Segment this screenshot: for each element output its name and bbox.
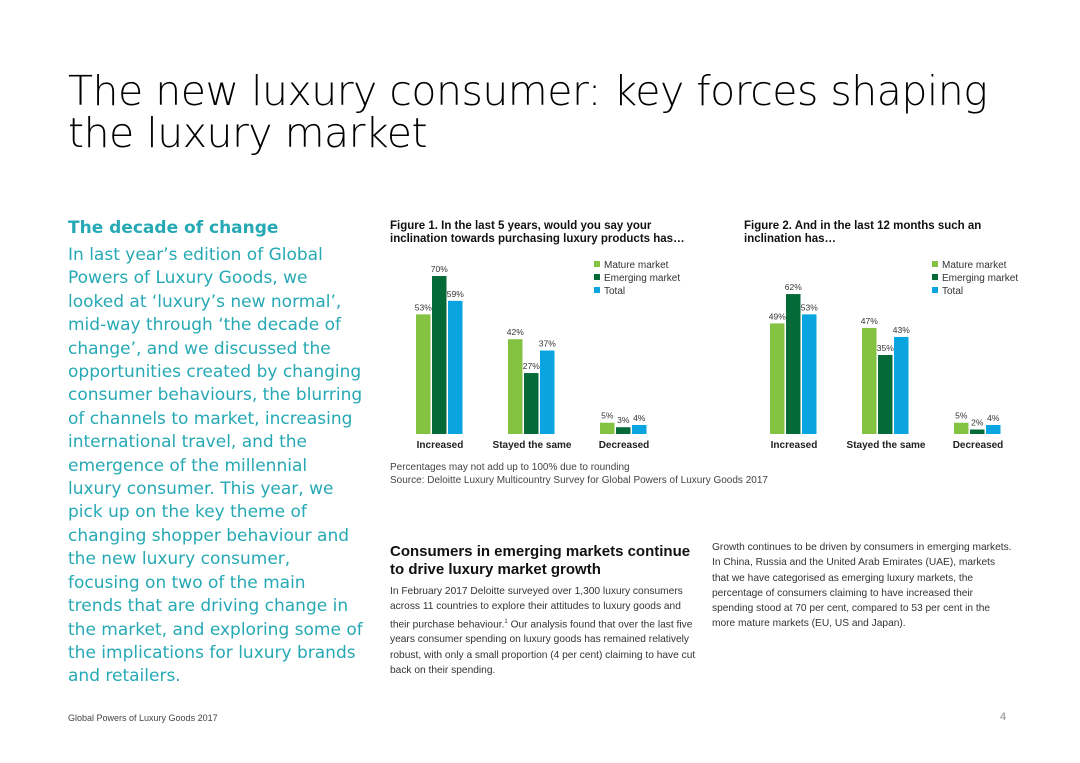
bar-decreased-mature-market <box>954 422 969 434</box>
data-label-stayed-the-same-total: 43% <box>893 325 910 335</box>
body-paragraph-1: In February 2017 Deloitte surveyed over … <box>390 584 702 678</box>
data-label-decreased-emerging-market: 2% <box>971 417 984 427</box>
bar-increased-emerging-market <box>432 276 447 434</box>
data-label-decreased-total: 4% <box>987 413 1000 423</box>
body-paragraph-1-text-continued: Our analysis found that over the last fi… <box>390 618 696 676</box>
body-paragraph-1-text: In February 2017 Deloitte surveyed over … <box>390 586 683 630</box>
bar-decreased-mature-market <box>600 422 615 434</box>
data-label-increased-mature-market: 53% <box>415 302 432 312</box>
bar-stayed-the-same-mature-market <box>508 339 523 434</box>
legend-label-emerging-market: Emerging market <box>942 273 1018 284</box>
data-label-decreased-mature-market: 5% <box>955 411 968 421</box>
figure-2-caption: Figure 2. And in the last 12 months such… <box>744 220 982 245</box>
footnote-marker: 1 <box>504 618 508 625</box>
data-label-stayed-the-same-total: 37% <box>539 338 556 348</box>
figure-1-chart: 53% 70% 59% Increased 42% 27% 37% Stayed the sa… <box>415 260 681 451</box>
section-heading-emerging-markets: Consumers in emerging markets continue t… <box>390 543 691 578</box>
bar-stayed-the-same-total <box>894 336 909 434</box>
category-label-decreased: Decreased <box>953 440 1004 451</box>
legend-label-mature-market: Mature market <box>604 260 669 271</box>
legend-swatch-emerging-market <box>932 274 938 280</box>
data-label-increased-emerging-market: 70% <box>431 264 448 274</box>
legend-swatch-mature-market <box>594 261 600 267</box>
category-label-increased: Increased <box>771 440 818 451</box>
intro-paragraph: In last year’s edition of Global Powers … <box>68 245 363 687</box>
figure-2-chart: 49% 62% 53% Increased 47% 35% 43% Stayed the sa… <box>769 260 1019 451</box>
bar-decreased-emerging-market <box>970 429 985 434</box>
legend-swatch-total <box>594 287 600 293</box>
data-label-decreased-mature-market: 5% <box>601 411 614 421</box>
figure-notes: Percentages may not add up to 100% due t… <box>390 462 768 487</box>
bar-increased-total <box>448 300 463 434</box>
rounding-note: Percentages may not add up to 100% due t… <box>390 462 630 473</box>
legend-label-total: Total <box>942 286 963 297</box>
page-number: 4 <box>1000 711 1007 723</box>
data-label-stayed-the-same-mature-market: 42% <box>507 327 524 337</box>
footer-text: Global Powers of Luxury Goods 2017 <box>68 713 218 723</box>
source-note: Source: Deloitte Luxury Multicountry Sur… <box>390 474 768 486</box>
legend-swatch-mature-market <box>932 261 938 267</box>
data-label-increased-mature-market: 49% <box>769 311 786 321</box>
section-heading-decade-of-change: The decade of change <box>68 218 279 238</box>
category-label-stayed-the-same: Stayed the same <box>493 440 572 451</box>
bar-stayed-the-same-total <box>540 350 555 434</box>
legend-label-mature-market: Mature market <box>942 260 1007 271</box>
category-label-decreased: Decreased <box>599 440 650 451</box>
bar-increased-mature-market <box>770 323 785 434</box>
bar-decreased-emerging-market <box>616 427 631 434</box>
data-label-increased-total: 59% <box>447 289 464 299</box>
data-label-decreased-emerging-market: 3% <box>617 415 630 425</box>
data-label-stayed-the-same-emerging-market: 35% <box>877 343 894 353</box>
figure-1-caption: Figure 1. In the last 5 years, would you… <box>390 220 685 245</box>
data-label-increased-total: 53% <box>801 302 818 312</box>
legend-label-emerging-market: Emerging market <box>604 273 680 284</box>
data-label-stayed-the-same-emerging-market: 27% <box>523 361 540 371</box>
bar-decreased-total <box>632 424 647 434</box>
bar-increased-total <box>802 314 817 434</box>
bar-stayed-the-same-emerging-market <box>878 355 893 434</box>
data-label-increased-emerging-market: 62% <box>785 282 802 292</box>
body-paragraph-2: Growth continues to be driven by consume… <box>712 542 1012 630</box>
legend-swatch-total <box>932 287 938 293</box>
bar-stayed-the-same-emerging-market <box>524 373 539 434</box>
legend-swatch-emerging-market <box>594 274 600 280</box>
category-label-stayed-the-same: Stayed the same <box>847 440 926 451</box>
category-label-increased: Increased <box>417 440 464 451</box>
bar-decreased-total <box>986 424 1001 434</box>
bar-stayed-the-same-mature-market <box>862 327 877 434</box>
page-title: The new luxury consumer: key forces shap… <box>68 67 988 157</box>
bar-increased-emerging-market <box>786 294 801 434</box>
bar-increased-mature-market <box>416 314 431 434</box>
legend-label-total: Total <box>604 286 625 297</box>
data-label-decreased-total: 4% <box>633 413 646 423</box>
data-label-stayed-the-same-mature-market: 47% <box>861 316 878 326</box>
